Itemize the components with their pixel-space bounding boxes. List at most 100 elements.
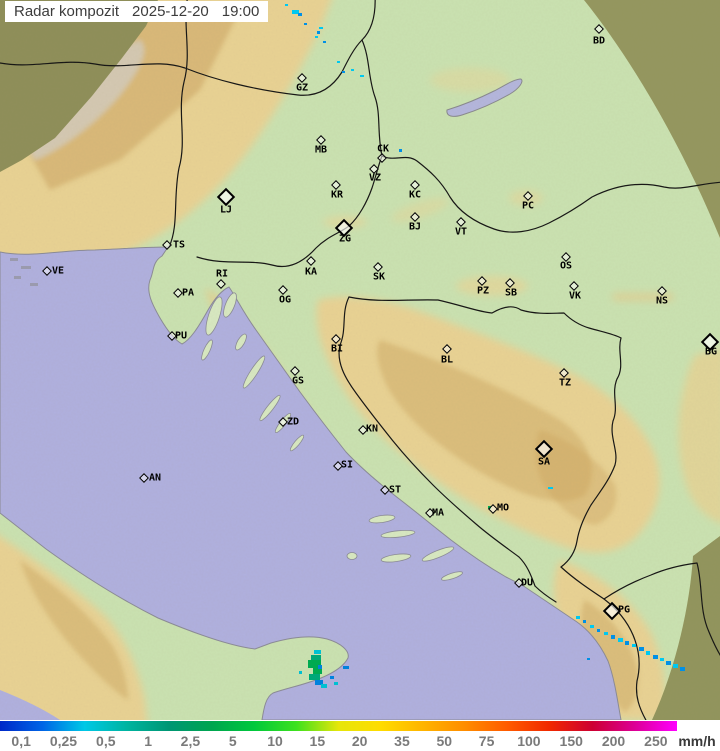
station-label: OS — [559, 260, 573, 272]
radar-echo — [618, 638, 623, 642]
radar-echo — [342, 71, 345, 73]
station-label: PZ — [476, 285, 490, 297]
radar-echo — [360, 75, 364, 77]
radar-echo — [321, 684, 327, 688]
station-label: KC — [408, 189, 422, 201]
radar-echo — [590, 625, 594, 628]
radar-echo — [399, 149, 402, 152]
radar-echo — [311, 655, 321, 660]
station-label: DU — [520, 577, 534, 589]
legend-tick: 15 — [309, 733, 326, 749]
radar-echo — [611, 635, 615, 639]
station-label: TZ — [558, 377, 572, 389]
legend-tick: 0,1 — [11, 733, 31, 749]
legend-unit: mm/h — [678, 733, 716, 749]
station-label: SK — [372, 271, 386, 283]
radar-echo — [334, 682, 338, 685]
radar-echo — [317, 31, 320, 34]
map-time: 19:00 — [221, 3, 260, 20]
radar-echo — [285, 4, 288, 6]
radar-echo — [604, 632, 608, 635]
radar-echo — [292, 10, 299, 14]
station-label: SB — [504, 287, 518, 299]
legend-tick: 200 — [601, 733, 626, 749]
station-label: GS — [291, 375, 305, 387]
station-label: ST — [388, 484, 402, 496]
legend-tick: 1 — [144, 733, 152, 749]
station-label: MB — [314, 144, 328, 156]
station-label: RI — [215, 268, 229, 280]
radar-echo — [313, 668, 322, 674]
station-label: MO — [496, 502, 510, 514]
radar-echo — [314, 650, 321, 654]
station-label: PU — [174, 330, 188, 342]
radar-echo — [653, 655, 658, 659]
radar-echo — [319, 27, 323, 29]
station-label: VT — [454, 226, 468, 238]
radar-echo — [315, 36, 318, 38]
legend-ticks: mm/h 0,1 0,25 0,5 1 2,5 5 10 15 20 35 50 75 100 150 20… — [0, 731, 720, 751]
legend-tick: 100 — [517, 733, 541, 749]
legend-tick: 35 — [394, 733, 410, 749]
radar-echo — [639, 647, 644, 651]
station-label: KR — [330, 189, 344, 201]
radar-echo — [646, 651, 650, 655]
radar-echo — [330, 676, 334, 679]
radar-echo — [576, 616, 580, 619]
radar-echo — [548, 487, 553, 489]
legend: mm/h 0,1 0,25 0,5 1 2,5 5 10 15 20 35 50 75 100 150 20… — [0, 720, 720, 751]
terrain-map — [0, 0, 720, 720]
map-title: Radar kompozit — [14, 3, 120, 20]
radar-echo — [597, 629, 600, 632]
station-label: BD — [592, 35, 606, 47]
legend-tick: 0,5 — [96, 733, 116, 749]
station-label: BG — [704, 346, 718, 358]
radar-map: GZ BD MB CK VZ KR KC LJ BJ ZG PC VT TS OS KA SK RI VE PA OG… — [0, 0, 720, 720]
station-label: BL — [440, 354, 454, 366]
radar-echo — [680, 667, 685, 671]
radar-echo — [583, 620, 586, 623]
station-label: VE — [51, 265, 65, 277]
legend-tick: 250 — [644, 733, 668, 749]
radar-echo — [315, 680, 323, 685]
radar-echo — [318, 665, 322, 669]
station-label: VK — [568, 290, 582, 302]
station-label: PC — [521, 200, 535, 212]
station-label: OG — [278, 294, 292, 306]
map-date: 2025-12-20 — [132, 3, 209, 20]
station-label: ZD — [286, 416, 300, 428]
radar-echo — [587, 658, 590, 660]
station-label: KA — [304, 266, 318, 278]
station-label: SI — [340, 459, 354, 471]
station-label: PG — [617, 604, 631, 616]
legend-tick: 5 — [228, 733, 237, 749]
radar-echo — [673, 664, 678, 668]
station-label: CK — [376, 143, 390, 155]
legend-tick: 10 — [267, 733, 283, 749]
radar-echo — [308, 660, 321, 668]
station-label: KN — [365, 423, 379, 435]
radar-echo — [343, 666, 349, 669]
radar-echo — [337, 61, 340, 63]
station-label: MA — [431, 507, 445, 519]
station-label: ZG — [338, 233, 352, 245]
legend-tick: 75 — [478, 733, 495, 749]
radar-echo — [298, 13, 302, 16]
radar-echo — [309, 674, 320, 680]
legend-colorbar — [0, 721, 677, 731]
radar-echo — [351, 69, 354, 71]
station-label: BJ — [408, 221, 422, 233]
station-label: GZ — [295, 82, 309, 94]
station-label: AN — [148, 472, 162, 484]
legend-tick: 20 — [351, 733, 368, 749]
station-label: VZ — [368, 172, 382, 184]
station-label: BI — [330, 343, 344, 355]
radar-echo — [666, 661, 671, 665]
station-label: PA — [181, 287, 195, 299]
station-label: TS — [172, 239, 186, 251]
radar-echo — [660, 658, 664, 661]
legend-tick: 150 — [559, 733, 583, 749]
legend-tick: 0,25 — [49, 733, 78, 749]
radar-echo — [304, 23, 307, 25]
